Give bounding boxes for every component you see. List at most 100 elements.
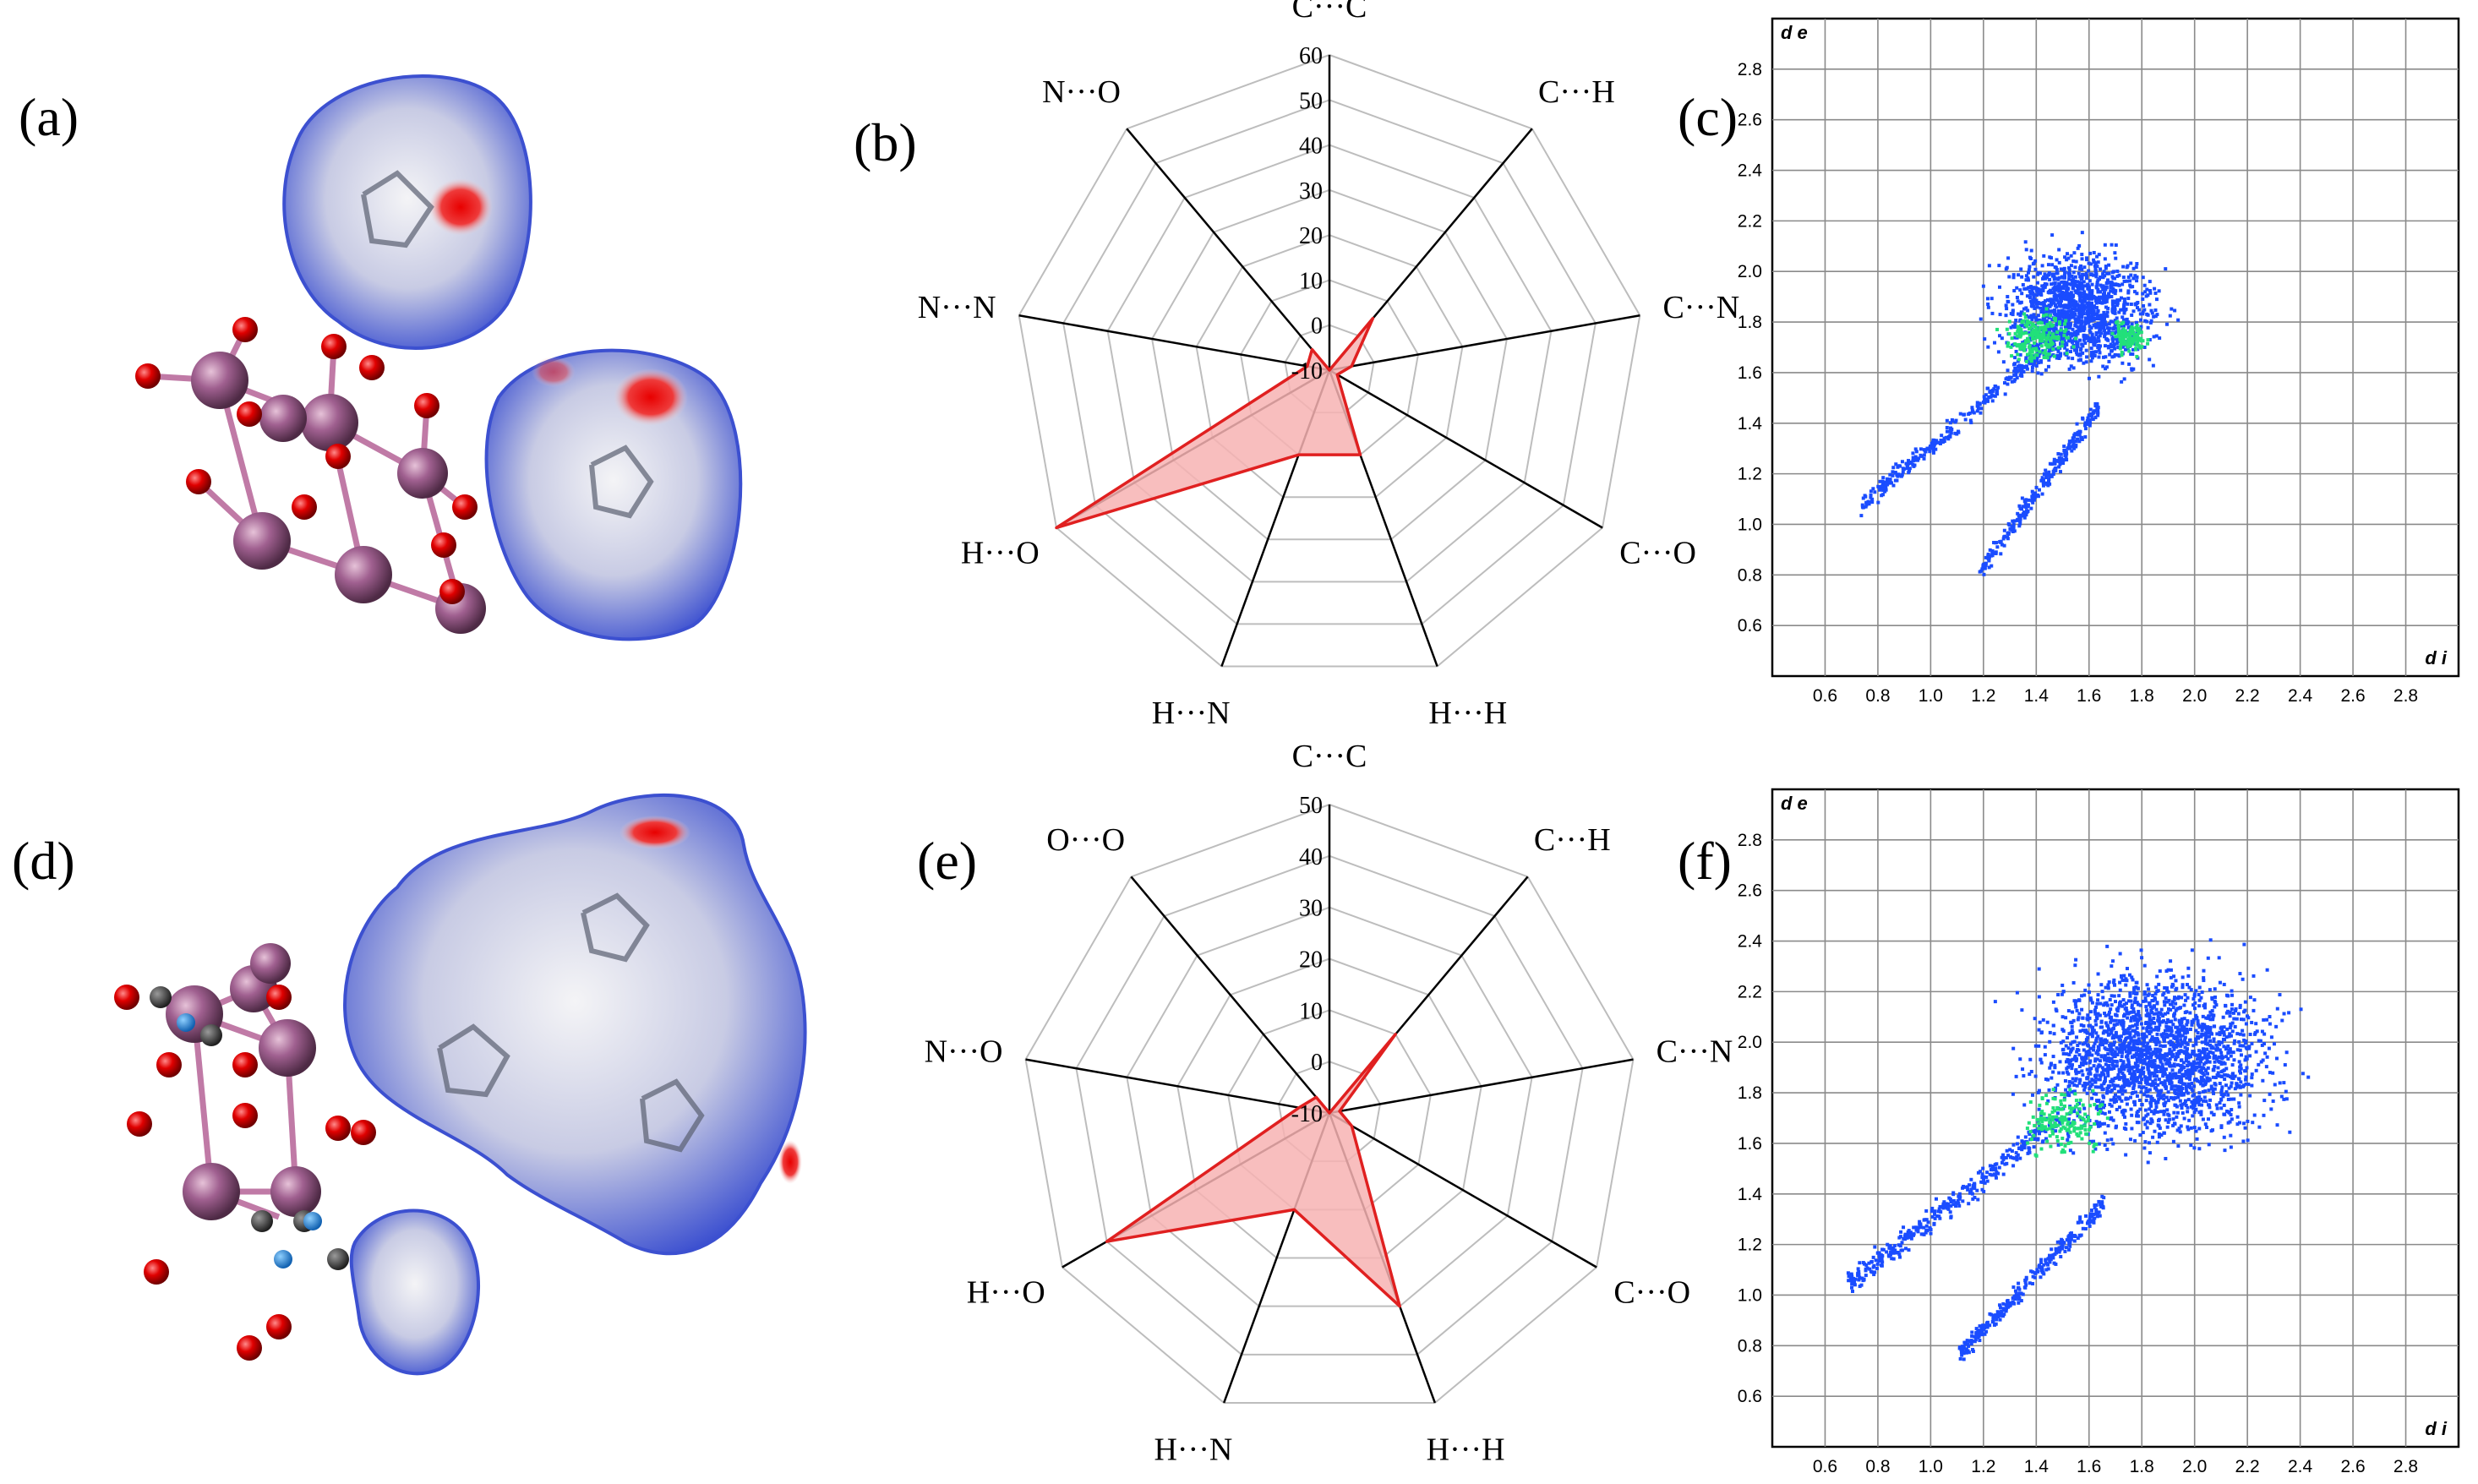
fingerprint-point [1891, 1251, 1896, 1255]
fingerprint-point [2041, 319, 2045, 323]
fingerprint-point [2125, 279, 2129, 283]
fingerprint-point [2244, 1078, 2248, 1082]
fingerprint-point [2122, 1115, 2126, 1119]
fingerprint-point [2083, 284, 2088, 288]
fingerprint-point [2244, 1082, 2248, 1086]
fingerprint-point [1993, 384, 1997, 388]
fingerprint-point [2214, 1103, 2219, 1107]
fingerprint-point [2187, 1118, 2191, 1122]
fingerprint-point [2107, 1067, 2111, 1072]
fingerprint-point [2133, 1055, 2137, 1059]
fingerprint-point [2027, 361, 2031, 365]
fingerprint-point [2148, 1151, 2152, 1155]
fingerprint-point [1996, 385, 2000, 390]
fingerprint-point [2109, 1048, 2113, 1052]
fingerprint-point [1967, 1183, 1971, 1187]
fingerprint-point [1980, 567, 1984, 571]
fingerprint-point [2206, 956, 2210, 960]
fingerprint-point [2214, 1043, 2219, 1047]
fingerprint-point [2153, 997, 2158, 1001]
fingerprint-point [2101, 292, 2105, 297]
fingerprint-point [2186, 1105, 2190, 1110]
fingerprint-point [2183, 1035, 2187, 1039]
fingerprint-point [2222, 1045, 2226, 1049]
fingerprint-point [2012, 336, 2017, 340]
fingerprint-point [1986, 345, 1990, 349]
fingerprint-point [2031, 337, 2035, 341]
fingerprint-point [2194, 1100, 2198, 1105]
fingerprint-point [2262, 1042, 2267, 1046]
fingerprint-point [2011, 303, 2015, 307]
fingerprint-point [2011, 313, 2015, 317]
fingerprint-point [2017, 504, 2022, 508]
fingerprint-point [2124, 1078, 2128, 1082]
fingerprint-point [2142, 1041, 2146, 1045]
fingerprint-point [2135, 262, 2139, 266]
fingerprint-point [2183, 1038, 2187, 1042]
fingerprint-point [2104, 314, 2109, 318]
fingerprint-point [2184, 1069, 2188, 1073]
fingerprint-point [2011, 273, 2016, 277]
fingerprint-point [2213, 996, 2217, 1000]
fingerprint-point [2213, 1001, 2218, 1005]
fingerprint-point [1973, 1196, 1977, 1200]
fingerprint-point [2146, 1112, 2150, 1116]
fingerprint-point [2088, 304, 2093, 308]
fingerprint-point [2129, 1018, 2133, 1023]
fingerprint-point [2091, 308, 2095, 312]
fingerprint-point [1880, 1257, 1884, 1261]
fingerprint-point [2161, 993, 2165, 997]
fingerprint-point [2148, 338, 2152, 342]
fingerprint-point [2123, 1089, 2127, 1094]
fingerprint-point [2058, 314, 2062, 319]
fingerprint-point [1969, 1187, 1973, 1192]
fingerprint-point [2169, 1026, 2173, 1030]
fingerprint-point [1931, 449, 1935, 453]
fingerprint-point [2145, 287, 2149, 292]
fingerprint-point [2064, 1044, 2068, 1048]
cluster-atoms [114, 943, 376, 1361]
fingerprint-point [2025, 365, 2029, 369]
fingerprint-point [2064, 319, 2068, 323]
fingerprint-point [2146, 341, 2150, 346]
fingerprint-point [2011, 276, 2016, 280]
fingerprint-point [2118, 980, 2122, 985]
fingerprint-point [1995, 389, 2000, 393]
fingerprint-point [2126, 275, 2131, 279]
fingerprint-point [2099, 1039, 2103, 1043]
fingerprint-point [2197, 1057, 2202, 1061]
fingerprint-point [2163, 1072, 2167, 1077]
fingerprint-point [2110, 959, 2115, 963]
fingerprint-point [2030, 499, 2034, 503]
fingerprint-point [2077, 1101, 2082, 1105]
fingerprint-point [2154, 1066, 2159, 1070]
fingerprint-point [2046, 263, 2050, 267]
fingerprint-point [1991, 1168, 1995, 1172]
fingerprint-point [2120, 350, 2124, 354]
fingerprint-point [2057, 465, 2061, 469]
fingerprint-point [2148, 1047, 2153, 1051]
fingerprint-point [1985, 297, 1989, 301]
fingerprint-point [2077, 243, 2082, 248]
fingerprint-point [2016, 359, 2020, 363]
fingerprint-point [2157, 1055, 2161, 1059]
fingerprint-point [2002, 543, 2006, 548]
fingerprint-point [2234, 1007, 2238, 1011]
fingerprint-point [2107, 271, 2111, 276]
fingerprint-point [2070, 1028, 2074, 1033]
fingerprint-point [2181, 1093, 2186, 1097]
fingerprint-point [2082, 1061, 2086, 1065]
fingerprint-point [2189, 1070, 2193, 1074]
fingerprint-point [2172, 1014, 2176, 1018]
fingerprint-point [2133, 1016, 2137, 1020]
fingerprint-point [2072, 1083, 2077, 1087]
fingerprint-point [2164, 996, 2168, 1001]
fingerprint-point [2120, 315, 2125, 319]
fingerprint-point [2167, 1019, 2171, 1023]
fingerprint-point [2053, 461, 2057, 466]
fingerprint-point [2141, 1036, 2145, 1040]
fingerprint-point [2109, 289, 2113, 293]
fingerprint-point [2131, 1065, 2136, 1069]
fingerprint-point [2065, 458, 2069, 462]
fingerprint-point [2039, 372, 2044, 376]
